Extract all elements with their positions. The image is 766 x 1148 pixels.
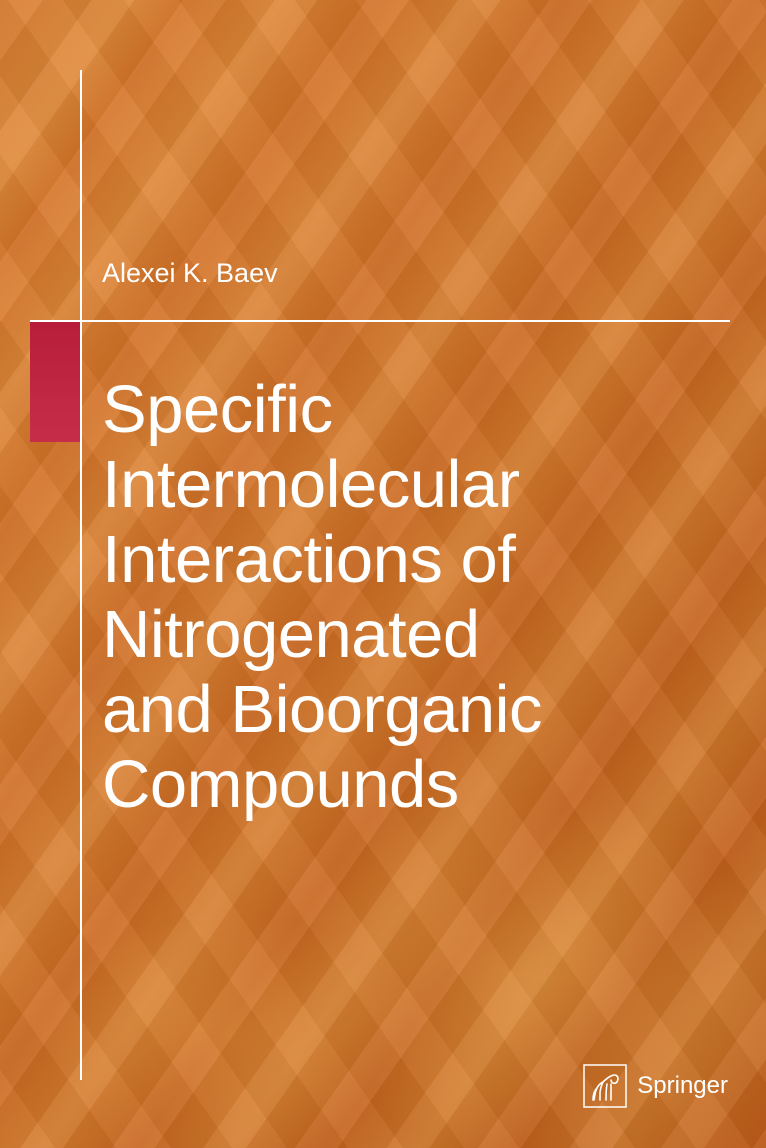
publisher-name: Springer	[637, 1072, 728, 1100]
title-line: Compounds	[102, 747, 459, 822]
red-accent-block	[30, 322, 80, 442]
title-line: Intermolecular	[102, 447, 520, 522]
title-line: Specific	[102, 372, 333, 447]
vertical-rule	[80, 70, 82, 1080]
author-name: Alexei K. Baev	[102, 258, 278, 289]
horizontal-rule	[30, 320, 730, 322]
title-line: Interactions of	[102, 522, 515, 597]
book-title: Specific Intermolecular Interactions of …	[102, 372, 542, 822]
title-line: and Bioorganic	[102, 672, 542, 747]
page-container: Alexei K. Baev Specific Intermolecular I…	[0, 0, 766, 1148]
springer-horse-icon	[583, 1064, 627, 1108]
book-cover: Alexei K. Baev Specific Intermolecular I…	[0, 0, 766, 1148]
title-line: Nitrogenated	[102, 597, 480, 672]
publisher-block: Springer	[583, 1064, 728, 1108]
